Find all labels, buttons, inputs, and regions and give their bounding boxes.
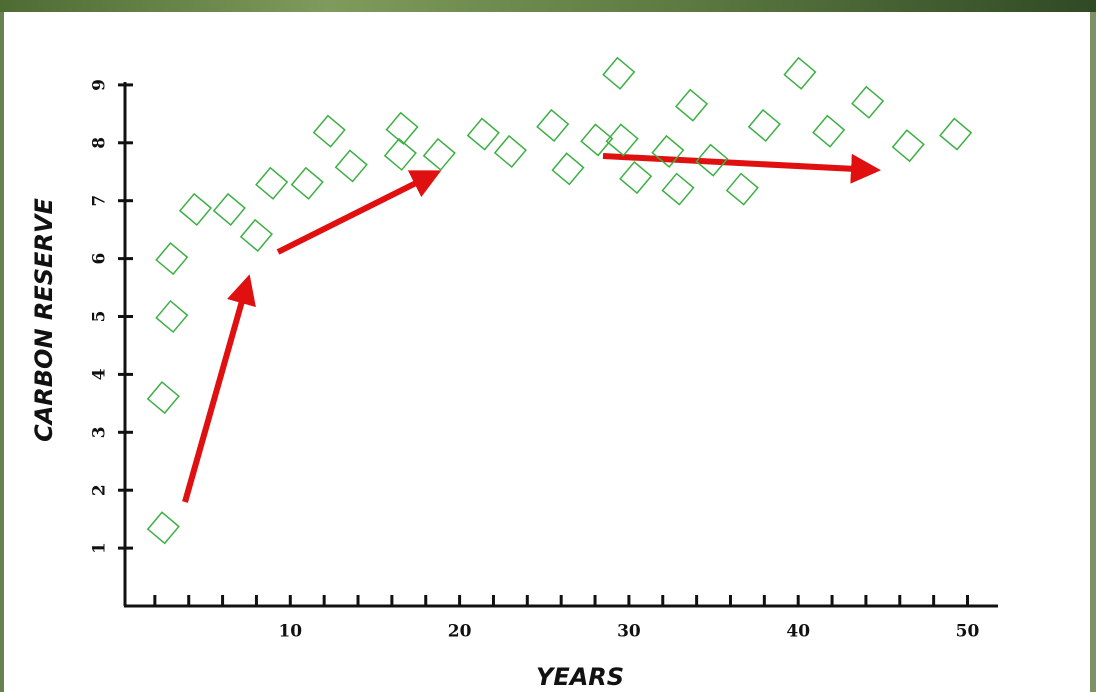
point [312,114,346,148]
arrow [276,170,442,255]
point [674,88,709,122]
x-tick-label: 10 [278,622,302,642]
arrow [182,274,256,503]
point [783,56,817,90]
point [146,511,180,545]
y-tick-label: 9 [90,79,110,91]
x-tick-label: 50 [956,622,980,642]
x-tick-label: 40 [786,622,810,642]
left-edge [0,12,4,692]
point [212,192,246,226]
point [747,108,781,142]
x-axis-title: YEARS [536,663,624,691]
y-tick-label: 6 [90,253,110,265]
point [812,114,846,148]
trend-arrows [182,153,881,503]
point [619,160,653,195]
y-tick-label: 5 [90,311,110,323]
point [178,192,213,226]
y-tick-label: 7 [90,195,110,207]
y-tick-label: 8 [90,137,110,149]
point [661,172,695,206]
point [851,85,885,119]
point [551,152,585,186]
arrow [602,153,881,184]
point [891,129,925,163]
point [422,137,456,171]
point [155,299,189,334]
right-edge [1090,12,1096,692]
point [385,111,419,145]
header-image [0,0,1096,12]
point [155,242,189,276]
point [239,218,273,252]
point [651,134,685,169]
point [725,172,759,206]
point [493,134,527,169]
point [602,56,636,90]
point [255,166,289,200]
y-axis-title: CARBON RESERVE [30,197,58,441]
point [695,143,729,177]
y-tick-label: 2 [90,484,110,496]
y-tick-label: 4 [90,368,110,380]
x-tick-label: 30 [617,622,641,642]
point [466,117,500,151]
y-tick-label: 1 [90,542,110,554]
point [605,123,639,157]
point [334,149,368,183]
point [290,166,324,200]
point [580,123,614,157]
y-tick-label: 3 [90,426,110,438]
point [939,117,973,151]
point [383,137,417,171]
point [146,381,180,415]
x-tick-label: 20 [448,622,472,642]
point [536,108,570,142]
